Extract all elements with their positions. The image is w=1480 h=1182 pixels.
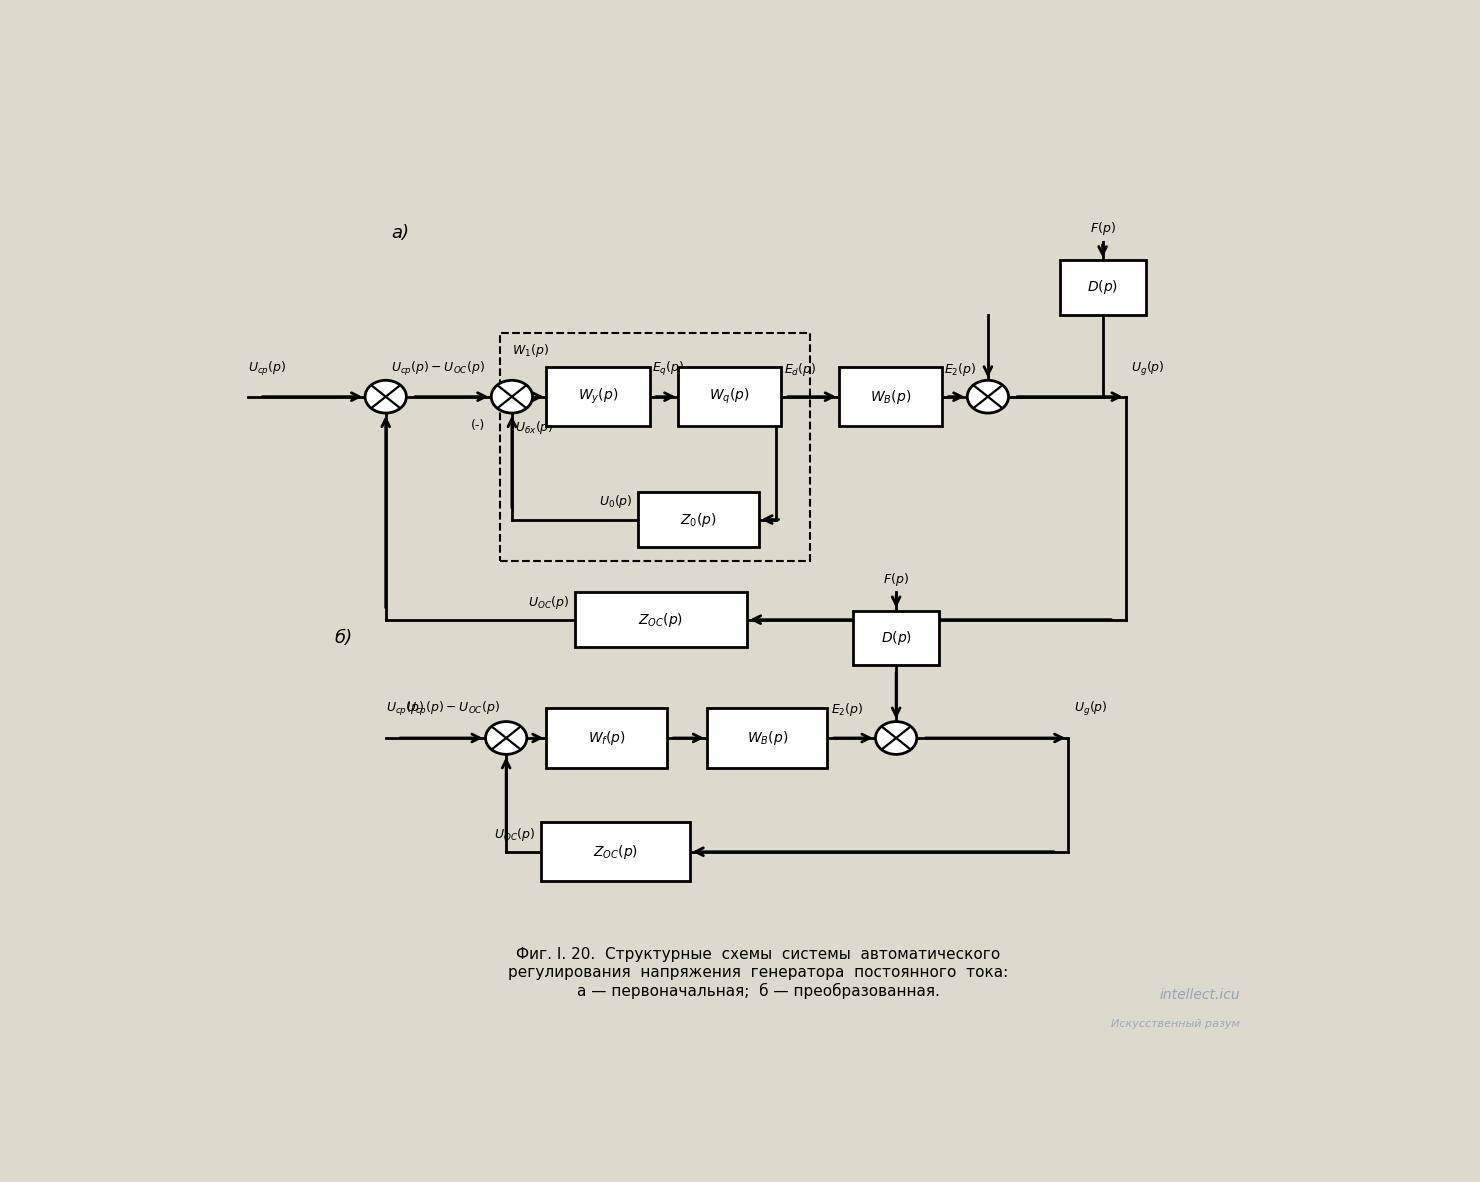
Circle shape [491,381,533,413]
Text: intellect.icu: intellect.icu [1160,988,1240,1002]
Text: $Z_{OC}(p)$: $Z_{OC}(p)$ [638,611,684,629]
Text: $U_0(p)$: $U_0(p)$ [598,493,632,511]
Bar [678,368,781,427]
Text: $Z_0(p)$: $Z_0(p)$ [679,511,716,528]
Text: $D(p)$: $D(p)$ [1086,279,1119,297]
Text: $U_{cp}(p)-U_{OC}(p)$: $U_{cp}(p)-U_{OC}(p)$ [391,361,485,378]
Text: Фиг. I. 20.  Структурные  схемы  системы  автоматического
регулирования  напряже: Фиг. I. 20. Структурные схемы системы ав… [508,947,1009,999]
Text: $W_B(p)$: $W_B(p)$ [746,729,787,747]
Bar [1060,260,1146,314]
Text: $U_{cp}(p)$: $U_{cp}(p)$ [249,361,287,378]
Text: $W_1(p)$: $W_1(p)$ [512,342,549,359]
Bar [574,592,747,647]
Text: $U_{cp}(p)$: $U_{cp}(p)$ [386,700,425,717]
Circle shape [485,721,527,754]
Bar [638,492,759,547]
Text: $U_{бх}(p)$: $U_{бх}(p)$ [515,420,554,436]
Bar [546,368,650,427]
Text: (-): (-) [471,418,485,431]
Circle shape [968,381,1008,413]
Text: $E_q(p)$: $E_q(p)$ [651,361,684,378]
Text: $F(p)$: $F(p)$ [884,571,909,587]
Text: а): а) [391,223,410,242]
Text: $U_{OC}(p)$: $U_{OC}(p)$ [528,593,570,611]
Circle shape [876,721,916,754]
Text: Искусственный разум: Искусственный разум [1111,1019,1240,1030]
Text: $D(p)$: $D(p)$ [881,629,912,647]
Circle shape [366,381,407,413]
Text: $U_{OC}(p)$: $U_{OC}(p)$ [494,826,534,843]
Bar [852,611,940,665]
Text: $E_2(p)$: $E_2(p)$ [944,362,977,378]
Text: $W_q(p)$: $W_q(p)$ [709,387,750,407]
Text: $W_y(p)$: $W_y(p)$ [577,387,619,407]
Text: б): б) [334,629,352,647]
Text: $U_g(p)$: $U_g(p)$ [1074,700,1107,717]
Text: $U_g(p)$: $U_g(p)$ [1131,361,1165,378]
Bar [546,708,666,767]
Bar [500,333,810,560]
Text: $Z_{OC}(p)$: $Z_{OC}(p)$ [592,843,638,860]
Bar [707,708,827,767]
Bar [839,368,943,427]
Text: $E_2(p)$: $E_2(p)$ [830,701,863,717]
Bar [540,823,690,882]
Text: $W_B(p)$: $W_B(p)$ [870,388,912,405]
Text: $W_f(p)$: $W_f(p)$ [588,729,626,747]
Text: $U_{cp}(p)-U_{OC}(p)$: $U_{cp}(p)-U_{OC}(p)$ [407,700,500,717]
Text: $F(p)$: $F(p)$ [1089,220,1116,238]
Text: $E_d(p)$: $E_d(p)$ [784,362,815,378]
